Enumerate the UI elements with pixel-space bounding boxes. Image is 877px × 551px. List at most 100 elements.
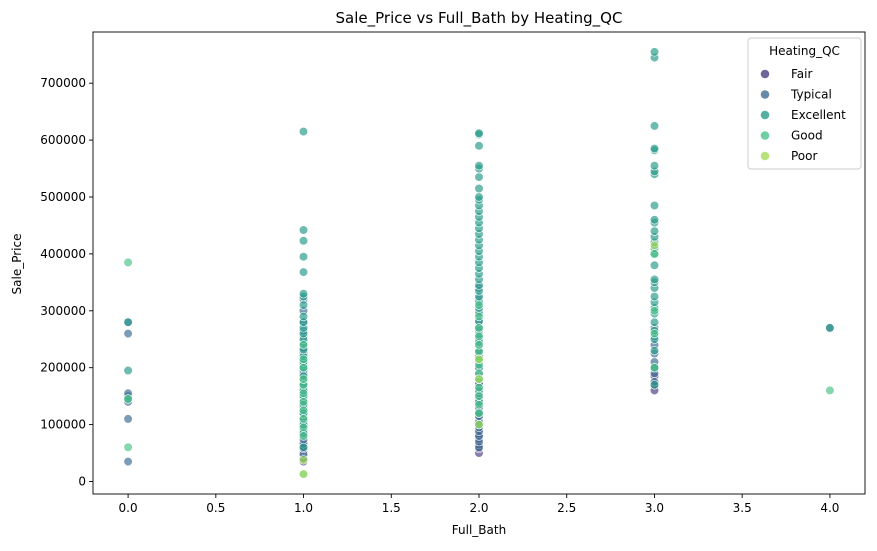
- point-good-1: [123, 394, 133, 404]
- point-good-33: [825, 385, 835, 396]
- point-excellent-76: [649, 317, 660, 327]
- point-good-14: [298, 340, 309, 350]
- point-good-24: [474, 340, 484, 350]
- point-excellent-24: [298, 289, 309, 299]
- x-tick-label: 1.5: [382, 501, 401, 515]
- point-typical-0: [123, 457, 133, 467]
- legend-marker-good: [760, 131, 770, 140]
- point-good-12: [298, 363, 309, 373]
- point-excellent-29: [298, 127, 309, 137]
- point-good-11: [298, 374, 309, 384]
- point-excellent-21: [298, 311, 309, 322]
- point-good-18: [474, 383, 484, 393]
- point-good-15: [474, 408, 484, 418]
- point-good-8: [298, 397, 309, 407]
- point-excellent-89: [649, 226, 660, 236]
- point-good-29: [649, 363, 660, 373]
- y-tick-label: 0: [78, 474, 86, 488]
- point-good-9: [298, 388, 309, 398]
- point-excellent-68: [474, 141, 484, 151]
- point-excellent-100: [649, 47, 660, 57]
- point-excellent-84: [649, 260, 660, 270]
- legend-label-poor: Poor: [791, 149, 817, 163]
- point-excellent-64: [474, 183, 484, 194]
- chart-title: Sale_Price vs Full_Bath by Heating_QC: [336, 9, 623, 28]
- point-poor-5: [649, 240, 660, 250]
- point-good-28: [474, 300, 484, 310]
- x-tick-label: 2.5: [557, 501, 576, 515]
- legend-marker-poor: [760, 151, 770, 161]
- point-excellent-26: [298, 252, 309, 262]
- point-excellent-3: [298, 442, 309, 452]
- point-good-5: [298, 422, 309, 433]
- point-excellent-65: [474, 172, 484, 182]
- point-excellent-97: [649, 144, 660, 154]
- point-good-0: [123, 442, 133, 452]
- point-good-30: [649, 329, 660, 339]
- point-good-6: [298, 414, 309, 424]
- legend-marker-excellent: [760, 110, 770, 120]
- point-excellent-101: [825, 323, 835, 333]
- point-excellent-91: [649, 215, 660, 225]
- point-excellent-2: [123, 317, 133, 327]
- y-tick-label: 200000: [40, 361, 86, 375]
- point-good-2: [123, 257, 133, 268]
- point-excellent-95: [649, 161, 660, 171]
- point-good-27: [474, 311, 484, 322]
- point-good-17: [474, 391, 484, 401]
- y-tick-label: 300000: [40, 304, 86, 318]
- y-tick-label: 100000: [40, 418, 86, 432]
- x-tick-label: 0.5: [206, 501, 225, 515]
- point-excellent-25: [298, 267, 309, 277]
- y-tick-label: 600000: [40, 133, 86, 147]
- point-poor-2: [474, 420, 484, 430]
- point-excellent-27: [298, 236, 309, 246]
- point-good-25: [474, 331, 484, 342]
- legend-label-typical: Typical: [790, 88, 832, 102]
- point-good-4: [298, 431, 309, 441]
- point-excellent-67: [474, 161, 484, 171]
- point-poor-3: [474, 374, 484, 384]
- x-tick-label: 4.0: [820, 501, 839, 515]
- point-excellent-63: [474, 192, 484, 202]
- legend-title: Heating_QC: [769, 44, 840, 58]
- point-typical-1: [123, 414, 133, 424]
- legend-label-excellent: Excellent: [791, 108, 846, 122]
- point-excellent-71: [649, 380, 660, 390]
- point-poor-0: [298, 469, 309, 479]
- point-excellent-22: [298, 300, 309, 310]
- point-excellent-92: [649, 200, 660, 211]
- point-poor-1: [298, 455, 309, 465]
- point-good-13: [298, 354, 309, 364]
- point-good-32: [649, 249, 660, 259]
- points-layer: [123, 47, 835, 479]
- point-good-16: [474, 400, 484, 410]
- x-tick-label: 0.0: [119, 501, 138, 515]
- legend: Heating_QC Fair Typical Excellent Good Poor: [747, 37, 862, 170]
- x-tick-label: 2.0: [469, 501, 488, 515]
- y-axis-label: Sale_Price: [10, 234, 24, 295]
- axes-layer: 0.0 0.5 1.0 1.5 2.0 2.5 3.0 3.5 4.0 0 100000 200000…: [40, 31, 866, 515]
- legend-label-good: Good: [791, 129, 823, 143]
- legend-marker-typical: [760, 90, 770, 99]
- x-tick-label: 3.5: [733, 501, 752, 515]
- y-tick-label: 400000: [40, 247, 86, 261]
- point-excellent-80: [649, 292, 660, 302]
- point-good-31: [649, 306, 660, 316]
- point-excellent-28: [298, 225, 309, 235]
- legend-label-fair: Fair: [791, 67, 812, 81]
- point-poor-4: [474, 354, 484, 364]
- point-good-7: [298, 405, 309, 416]
- point-excellent-73: [649, 346, 660, 356]
- legend-marker-fair: [760, 69, 770, 79]
- point-excellent-98: [649, 121, 660, 131]
- y-tick-label: 500000: [40, 190, 86, 204]
- point-excellent-1: [123, 365, 133, 376]
- point-excellent-70: [474, 128, 484, 138]
- point-good-26: [474, 323, 484, 333]
- x-axis-label: Full_Bath: [452, 523, 506, 537]
- x-tick-label: 3.0: [645, 501, 664, 515]
- x-tick-label: 1.0: [294, 501, 313, 515]
